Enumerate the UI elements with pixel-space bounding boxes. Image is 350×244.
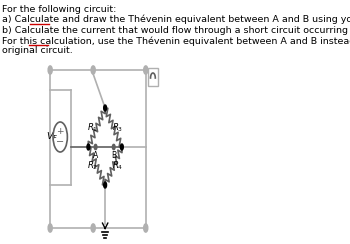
- Text: $R_4$: $R_4$: [112, 160, 123, 172]
- Text: B: B: [112, 151, 117, 160]
- Circle shape: [48, 66, 52, 74]
- Text: $R_3$: $R_3$: [112, 121, 123, 134]
- Text: −: −: [56, 137, 64, 147]
- Text: For the following circuit:: For the following circuit:: [2, 5, 117, 14]
- Circle shape: [104, 182, 106, 188]
- Text: +: +: [56, 128, 64, 136]
- Text: b) Calculate the current that would flow through a short circuit occurring betwe: b) Calculate the current that would flow…: [2, 26, 350, 35]
- Circle shape: [120, 144, 123, 150]
- Text: For this calculation, use the Thévenin equivalent between A and B instead of the: For this calculation, use the Thévenin e…: [2, 36, 350, 45]
- Text: $V_F$: $V_F$: [46, 131, 58, 143]
- Text: A: A: [93, 151, 98, 160]
- Circle shape: [48, 224, 52, 232]
- FancyBboxPatch shape: [148, 68, 158, 86]
- Circle shape: [113, 144, 115, 150]
- Text: $R_2$: $R_2$: [87, 160, 99, 172]
- Circle shape: [94, 144, 97, 150]
- Text: original circuit.: original circuit.: [2, 46, 73, 55]
- Circle shape: [144, 66, 148, 74]
- Circle shape: [91, 66, 95, 74]
- Circle shape: [104, 105, 106, 111]
- Circle shape: [87, 144, 90, 150]
- Text: $R_1$: $R_1$: [87, 121, 99, 134]
- Text: a) Calculate and draw the Thévenin equivalent between A and B using your preferr: a) Calculate and draw the Thévenin equiv…: [2, 15, 350, 24]
- Circle shape: [144, 224, 148, 232]
- Circle shape: [91, 224, 95, 232]
